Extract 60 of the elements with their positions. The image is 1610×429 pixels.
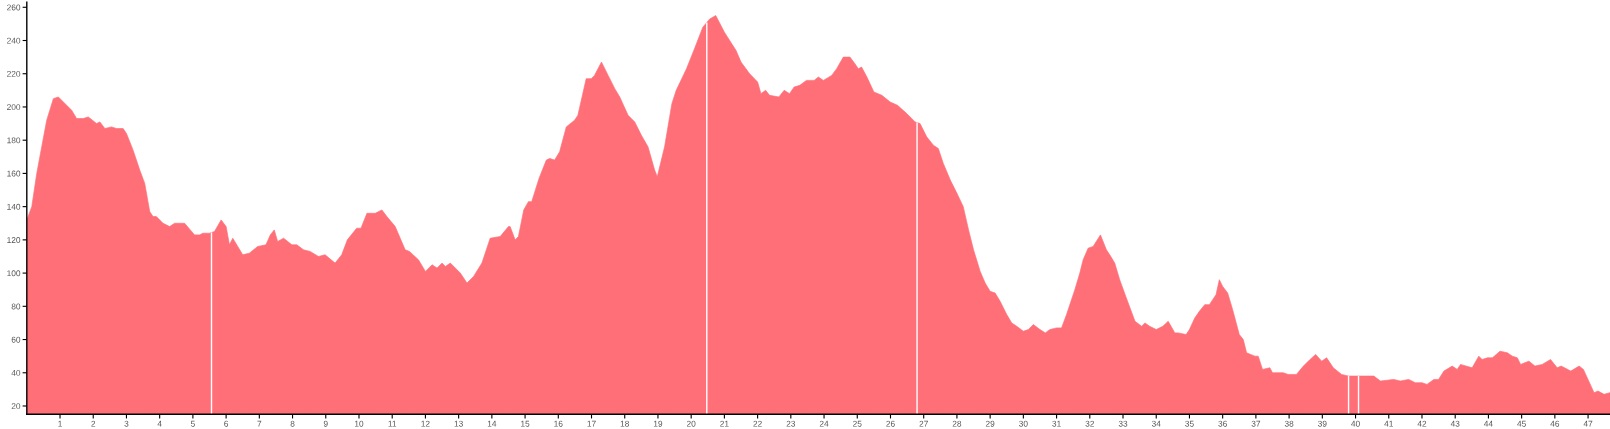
x-tick-label: 33 — [1118, 420, 1128, 427]
x-tick-label: 44 — [1483, 420, 1493, 427]
x-tick-label: 41 — [1384, 420, 1393, 427]
x-tick-label: 6 — [224, 420, 229, 427]
y-tick-label: 200 — [7, 104, 21, 111]
y-tick-label: 240 — [7, 37, 21, 44]
x-tick-label: 12 — [421, 420, 430, 427]
x-tick-label: 28 — [952, 420, 962, 427]
y-tick-label: 220 — [7, 70, 21, 77]
x-tick-label: 19 — [653, 420, 663, 427]
x-tick-label: 20 — [686, 420, 696, 427]
y-tick-label: 60 — [11, 336, 21, 343]
x-tick-label: 27 — [919, 420, 928, 427]
x-tick-label: 7 — [257, 420, 262, 427]
x-tick-label: 4 — [157, 420, 162, 427]
x-tick-label: 1 — [58, 420, 62, 427]
y-tick-label: 20 — [11, 403, 21, 410]
x-tick-label: 13 — [454, 420, 463, 427]
x-tick-label: 26 — [886, 420, 895, 427]
x-tick-label: 9 — [323, 420, 328, 427]
x-tick-label: 38 — [1284, 420, 1294, 427]
x-tick-label: 39 — [1318, 420, 1327, 427]
x-tick-label: 25 — [853, 420, 862, 427]
y-tick-label: 180 — [7, 137, 21, 144]
x-tick-label: 46 — [1550, 420, 1560, 427]
x-tick-label: 18 — [620, 420, 630, 427]
x-tick-label: 34 — [1151, 420, 1161, 427]
x-tick-label: 32 — [1085, 420, 1095, 427]
x-tick-label: 47 — [1583, 420, 1593, 427]
x-tick-label: 23 — [786, 420, 796, 427]
x-tick-label: 30 — [1019, 420, 1028, 427]
x-tick-label: 5 — [190, 420, 195, 427]
x-tick-label: 10 — [354, 420, 364, 427]
x-tick-label: 21 — [720, 420, 729, 427]
x-tick-label: 14 — [487, 420, 497, 427]
x-tick-label: 24 — [819, 420, 829, 427]
y-tick-label: 80 — [11, 303, 21, 310]
y-tick-label: 100 — [7, 270, 21, 277]
x-tick-label: 37 — [1251, 420, 1261, 427]
x-tick-label: 36 — [1218, 420, 1227, 427]
x-tick-label: 17 — [587, 420, 596, 427]
x-tick-label: 45 — [1517, 420, 1526, 427]
x-tick-label: 15 — [521, 420, 530, 427]
x-tick-label: 42 — [1417, 420, 1427, 427]
y-tick-label: 140 — [7, 203, 21, 210]
x-tick-label: 8 — [290, 420, 295, 427]
x-tick-label: 3 — [124, 420, 129, 427]
y-tick-label: 260 — [7, 4, 21, 11]
x-tick-label: 22 — [753, 420, 762, 427]
x-tick-label: 35 — [1185, 420, 1194, 427]
y-tick-label: 120 — [7, 237, 21, 243]
x-tick-label: 29 — [985, 420, 995, 427]
y-tick-label: 40 — [11, 369, 21, 376]
y-tick-label: 160 — [7, 170, 21, 177]
x-tick-label: 2 — [91, 420, 96, 427]
x-tick-label: 31 — [1052, 420, 1061, 427]
x-tick-label: 43 — [1450, 420, 1460, 427]
x-tick-label: 40 — [1351, 420, 1360, 427]
x-tick-label: 11 — [388, 420, 397, 427]
x-tick-label: 16 — [554, 420, 563, 427]
